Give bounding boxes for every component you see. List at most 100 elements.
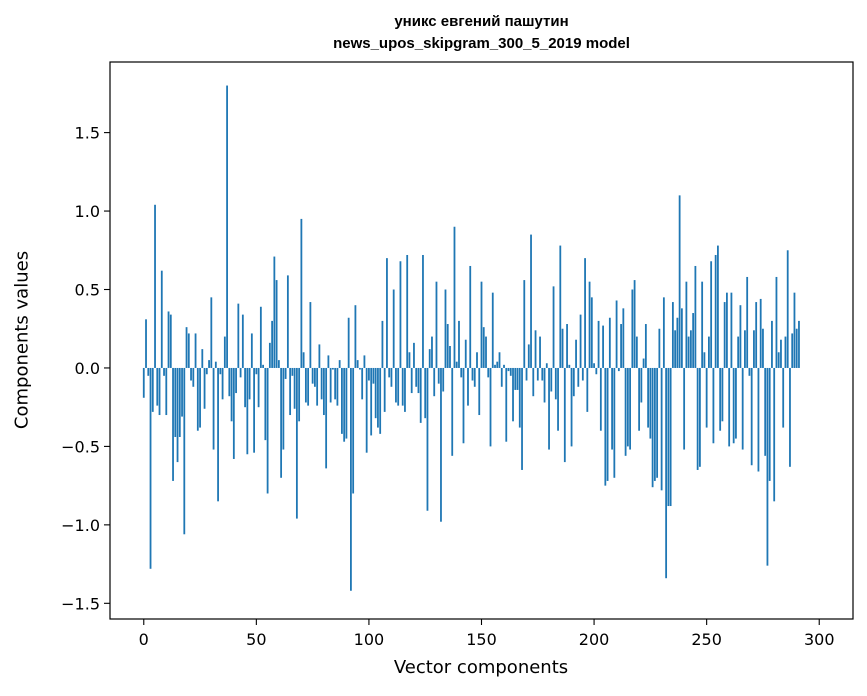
bar-30 (210, 297, 213, 368)
bar-256 (719, 367, 722, 431)
bar-132 (440, 367, 442, 522)
bar-241 (685, 281, 688, 368)
bar-216 (629, 367, 631, 450)
bar-151 (482, 327, 485, 368)
bar-245 (694, 265, 697, 368)
bar-51 (257, 367, 260, 408)
bar-170 (525, 367, 528, 381)
bar-200 (593, 363, 595, 368)
bar-230 (660, 367, 663, 491)
bar-268 (746, 276, 749, 368)
x-tick-label: 150 (466, 630, 497, 649)
bar-100 (368, 367, 370, 381)
bar-273 (757, 367, 760, 472)
bar-116 (404, 367, 406, 412)
bar-15 (176, 367, 179, 463)
bar-250 (705, 367, 708, 428)
bars-group (142, 85, 800, 591)
bar-109 (388, 367, 391, 378)
bar-60 (277, 360, 280, 368)
x-tick-label: 0 (139, 630, 149, 649)
bar-225 (649, 367, 652, 439)
bar-104 (377, 367, 379, 428)
bar-233 (667, 367, 670, 507)
bar-174 (534, 330, 537, 368)
bar-163 (509, 367, 512, 376)
bar-8 (160, 270, 163, 368)
bar-247 (699, 367, 701, 467)
bar-47 (248, 367, 251, 400)
bar-81 (325, 367, 328, 469)
bar-126 (426, 367, 429, 511)
bar-48 (250, 333, 253, 368)
bar-86 (336, 367, 339, 406)
bar-64 (286, 275, 289, 368)
bar-278 (768, 367, 771, 481)
bar-177 (541, 367, 544, 381)
bar-281 (775, 276, 778, 368)
bar-221 (640, 367, 643, 403)
bar-251 (708, 336, 710, 368)
bar-25 (199, 367, 201, 428)
bar-77 (316, 367, 319, 406)
bar-142 (462, 367, 465, 444)
bar-89 (343, 367, 346, 442)
bar-67 (293, 367, 296, 409)
bar-94 (354, 305, 357, 368)
bar-138 (453, 226, 456, 368)
bar-59 (275, 280, 278, 368)
bar-19 (185, 327, 188, 368)
bar-85 (334, 367, 337, 400)
bar-123 (419, 367, 422, 423)
bar-284 (782, 367, 785, 428)
bar-158 (498, 352, 501, 368)
bar-153 (487, 367, 490, 378)
bar-136 (449, 345, 451, 368)
bar-133 (442, 367, 445, 392)
bar-159 (500, 367, 503, 387)
bar-14 (174, 367, 177, 437)
bar-143 (464, 339, 467, 368)
bar-211 (617, 367, 620, 372)
bar-130 (435, 281, 438, 368)
bar-188 (566, 324, 568, 368)
bar-131 (437, 367, 440, 384)
bar-144 (467, 367, 469, 406)
bar-175 (536, 367, 539, 381)
bar-125 (424, 367, 427, 419)
bar-137 (451, 367, 454, 456)
bar-38 (228, 367, 231, 397)
bar-39 (230, 367, 233, 422)
bar-29 (208, 360, 210, 368)
bar-43 (239, 367, 242, 378)
y-tick-label: −1.0 (61, 516, 100, 535)
bar-1 (145, 319, 147, 368)
bar-148 (476, 352, 478, 368)
bar-252 (710, 261, 713, 368)
bar-193 (577, 367, 580, 387)
bar-134 (444, 289, 447, 368)
bar-31 (212, 367, 215, 450)
bar-106 (381, 320, 384, 368)
x-axis-label: Vector components (393, 657, 569, 678)
bar-290 (795, 328, 798, 368)
bar-26 (201, 349, 204, 368)
bar-285 (784, 336, 787, 368)
bar-183 (554, 367, 557, 400)
bar-66 (291, 367, 294, 376)
bar-41 (235, 367, 237, 394)
y-tick-label: 1.0 (75, 202, 100, 221)
bar-105 (379, 367, 382, 434)
bar-168 (521, 367, 523, 470)
bar-173 (532, 367, 535, 397)
bar-160 (503, 364, 505, 368)
bar-108 (386, 258, 388, 368)
bar-239 (680, 308, 683, 368)
bar-171 (527, 344, 530, 368)
bar-152 (485, 336, 487, 368)
bar-235 (671, 302, 674, 368)
bar-36 (223, 336, 226, 368)
bar-264 (737, 336, 740, 368)
bar-120 (413, 342, 415, 368)
